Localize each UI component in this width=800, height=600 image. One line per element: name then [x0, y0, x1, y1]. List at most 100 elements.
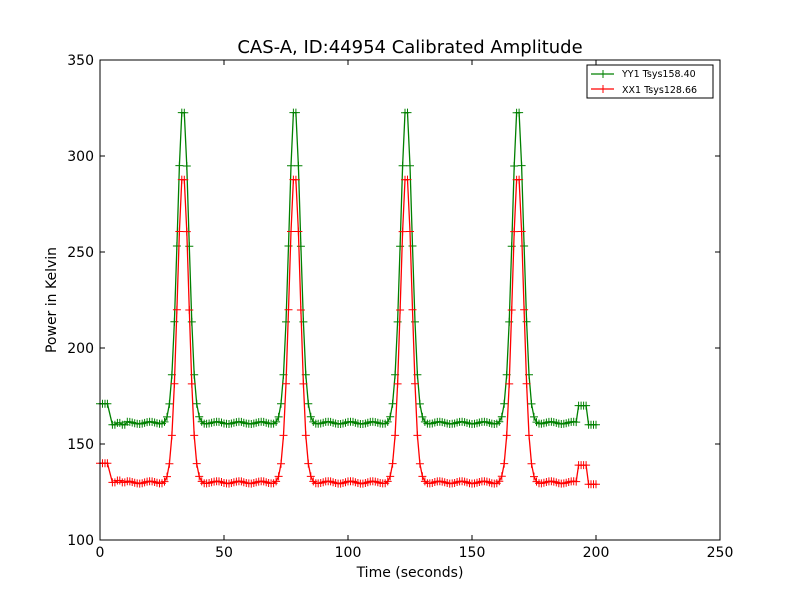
data-point-marker [103, 399, 112, 408]
axes-layer: 0 50 100 150 200 250 100 150 200 250 300 350 [67, 53, 733, 561]
data-point-marker [522, 379, 531, 388]
data-point-marker [520, 305, 529, 314]
x-tick-label: 150 [459, 545, 486, 561]
data-point-marker [388, 459, 397, 468]
data-point-marker [306, 412, 315, 421]
data-point-marker [182, 227, 191, 236]
data-point-marker [502, 431, 511, 440]
data-point-marker [291, 175, 300, 184]
data-point-marker [165, 399, 174, 408]
data-point-marker [274, 412, 283, 421]
data-point-marker [195, 412, 204, 421]
data-point-marker [391, 431, 400, 440]
data-point-marker [304, 459, 313, 468]
data-point-marker [517, 161, 526, 170]
data-point-marker [418, 472, 427, 481]
data-point-marker [172, 305, 181, 314]
x-tick-label: 100 [335, 545, 362, 561]
data-point-marker [386, 412, 395, 421]
data-point-marker [517, 227, 526, 236]
data-point-marker [279, 431, 288, 440]
data-point-marker [272, 477, 281, 486]
legend-marker-yy1 [599, 70, 607, 78]
data-point-marker [525, 431, 533, 440]
data-point-marker [304, 399, 313, 408]
chart-title: CAS-A, ID:44954 Calibrated Amplitude [237, 37, 582, 58]
data-point-marker [500, 399, 509, 408]
data-point-marker [163, 412, 171, 421]
data-point-marker [277, 399, 285, 408]
data-point-marker [287, 227, 295, 236]
y-tick-label: 100 [67, 533, 94, 549]
data-point-marker [195, 472, 204, 481]
series-layer [96, 108, 600, 489]
data-point-marker [383, 417, 392, 426]
x-tick-label: 200 [583, 545, 610, 561]
data-point-marker [398, 227, 407, 236]
data-point-marker [103, 459, 112, 468]
data-point-marker [393, 379, 402, 388]
data-point-marker [167, 431, 176, 440]
data-point-marker [515, 108, 524, 117]
plot-frame [99, 59, 721, 541]
data-point-marker [180, 108, 189, 117]
y-tick-label: 350 [67, 53, 94, 69]
data-point-marker [163, 472, 171, 481]
data-point-marker [182, 162, 191, 170]
data-point-marker [165, 459, 174, 468]
data-point-marker [296, 306, 305, 314]
x-tick-label: 50 [215, 545, 233, 561]
data-point-marker [495, 417, 504, 426]
data-point-marker [277, 459, 285, 468]
data-point-marker [411, 379, 419, 388]
y-tick-label: 300 [67, 149, 94, 165]
data-point-marker [160, 477, 169, 486]
data-point-marker [185, 306, 194, 314]
data-point-marker [287, 161, 295, 170]
data-point-marker [192, 459, 201, 468]
data-point-marker [294, 161, 303, 170]
data-point-marker [301, 431, 310, 440]
data-point-marker [170, 379, 179, 388]
x-tick-label: 250 [707, 545, 734, 561]
data-point-marker [510, 227, 519, 236]
y-tick-label: 200 [67, 341, 94, 357]
data-point-marker [187, 379, 196, 388]
data-point-marker [383, 477, 392, 486]
data-point-marker [415, 459, 424, 468]
data-point-marker [592, 420, 600, 429]
legend-marker-xx1 [599, 85, 607, 93]
data-point-marker [190, 431, 199, 440]
data-point-marker [527, 459, 536, 468]
data-point-marker [388, 399, 397, 408]
data-point-marker [274, 472, 283, 481]
y-tick-label: 250 [67, 245, 94, 261]
data-point-marker [572, 418, 581, 427]
data-point-marker [306, 472, 315, 481]
data-point-marker [299, 379, 308, 388]
data-point-marker [497, 472, 506, 481]
data-point-marker [515, 175, 524, 184]
data-point-marker [398, 161, 407, 170]
data-point-marker [406, 227, 414, 236]
plot-area [100, 60, 720, 540]
data-point-marker [282, 379, 290, 388]
data-point-marker [495, 477, 504, 486]
data-point-marker [294, 227, 303, 236]
data-point-marker [192, 399, 201, 408]
data-point-marker [530, 412, 538, 421]
data-point-marker [500, 459, 509, 468]
data-point-marker [527, 399, 536, 408]
data-point-marker [403, 175, 412, 184]
data-point-marker [582, 401, 591, 410]
data-point-marker [415, 399, 424, 408]
data-point-marker [510, 162, 519, 170]
data-point-marker [408, 305, 417, 314]
data-point-marker [291, 108, 300, 117]
data-point-marker [403, 108, 412, 117]
legend-box [586, 64, 714, 99]
x-axis-label: Time (seconds) [356, 565, 464, 581]
legend-label-xx1: XX1 Tsys128.66 [622, 85, 697, 96]
data-point-marker [284, 305, 293, 314]
